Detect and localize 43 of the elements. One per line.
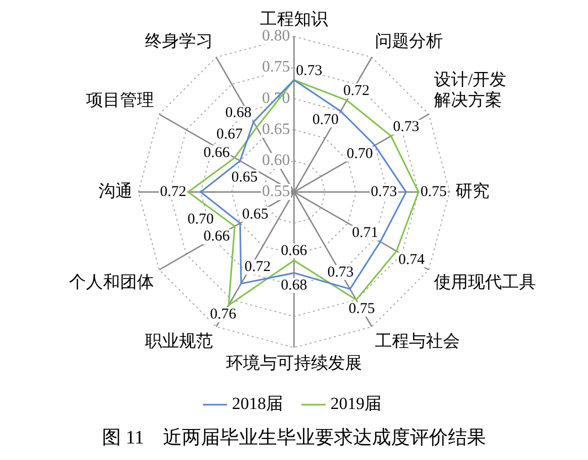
data-label: 0.70 (346, 146, 373, 162)
y-tick-label: 0.60 (262, 152, 290, 170)
spoke-label: 设计/开发解决方案 (434, 70, 507, 110)
data-label: 0.73 (327, 264, 354, 280)
data-label: 0.72 (160, 184, 186, 200)
data-label: 0.68 (225, 105, 252, 122)
data-label: 0.71 (352, 224, 378, 241)
y-tick-label: 0.80 (262, 28, 290, 45)
spoke-label: 环境与可持续发展 (226, 353, 362, 372)
spoke-label: 工程知识 (260, 10, 328, 29)
data-label: 0.73 (296, 63, 322, 80)
text: 图 11 近两届毕业生毕业要求达成度评价结果 (102, 426, 486, 449)
data-label: 0.66 (203, 228, 230, 245)
spoke-label: 终身学习 (145, 31, 214, 50)
data-label: 0.67 (216, 126, 244, 143)
data-label: 0.74 (398, 252, 426, 268)
data-label: 0.76 (210, 306, 237, 323)
data-label: 0.65 (242, 206, 268, 222)
data-label: 0.70 (188, 211, 214, 228)
y-tick-label: 0.65 (262, 120, 290, 138)
spoke-label: 使用现代工具 (434, 272, 536, 292)
y-tick-label: 0.75 (262, 58, 290, 76)
spoke-label: 项目管理 (86, 90, 154, 110)
data-label: 0.66 (280, 242, 308, 259)
data-label: 0.68 (280, 277, 308, 294)
spoke-label: 工程与社会 (374, 332, 460, 351)
spoke-label: 个人和团体 (69, 272, 154, 292)
legend-label: 2019届 (330, 394, 382, 414)
data-label: 0.66 (203, 144, 230, 161)
spoke-label: 职业规范 (145, 332, 214, 351)
spoke-label: 问题分析 (374, 31, 443, 50)
data-label: 0.70 (312, 112, 339, 128)
data-label: 0.75 (348, 301, 375, 318)
data-label: 0.72 (244, 259, 271, 276)
data-label: 0.75 (420, 184, 447, 200)
data-label: 0.73 (393, 119, 420, 136)
data-label: 0.73 (370, 184, 398, 200)
legend-label: 2018届 (232, 394, 283, 414)
spoke-label: 研究 (456, 181, 490, 200)
data-label: 0.72 (343, 82, 370, 99)
spoke-label: 沟通 (98, 181, 132, 200)
data-label: 0.65 (231, 169, 258, 186)
y-tick-label: 0.55 (262, 183, 290, 200)
